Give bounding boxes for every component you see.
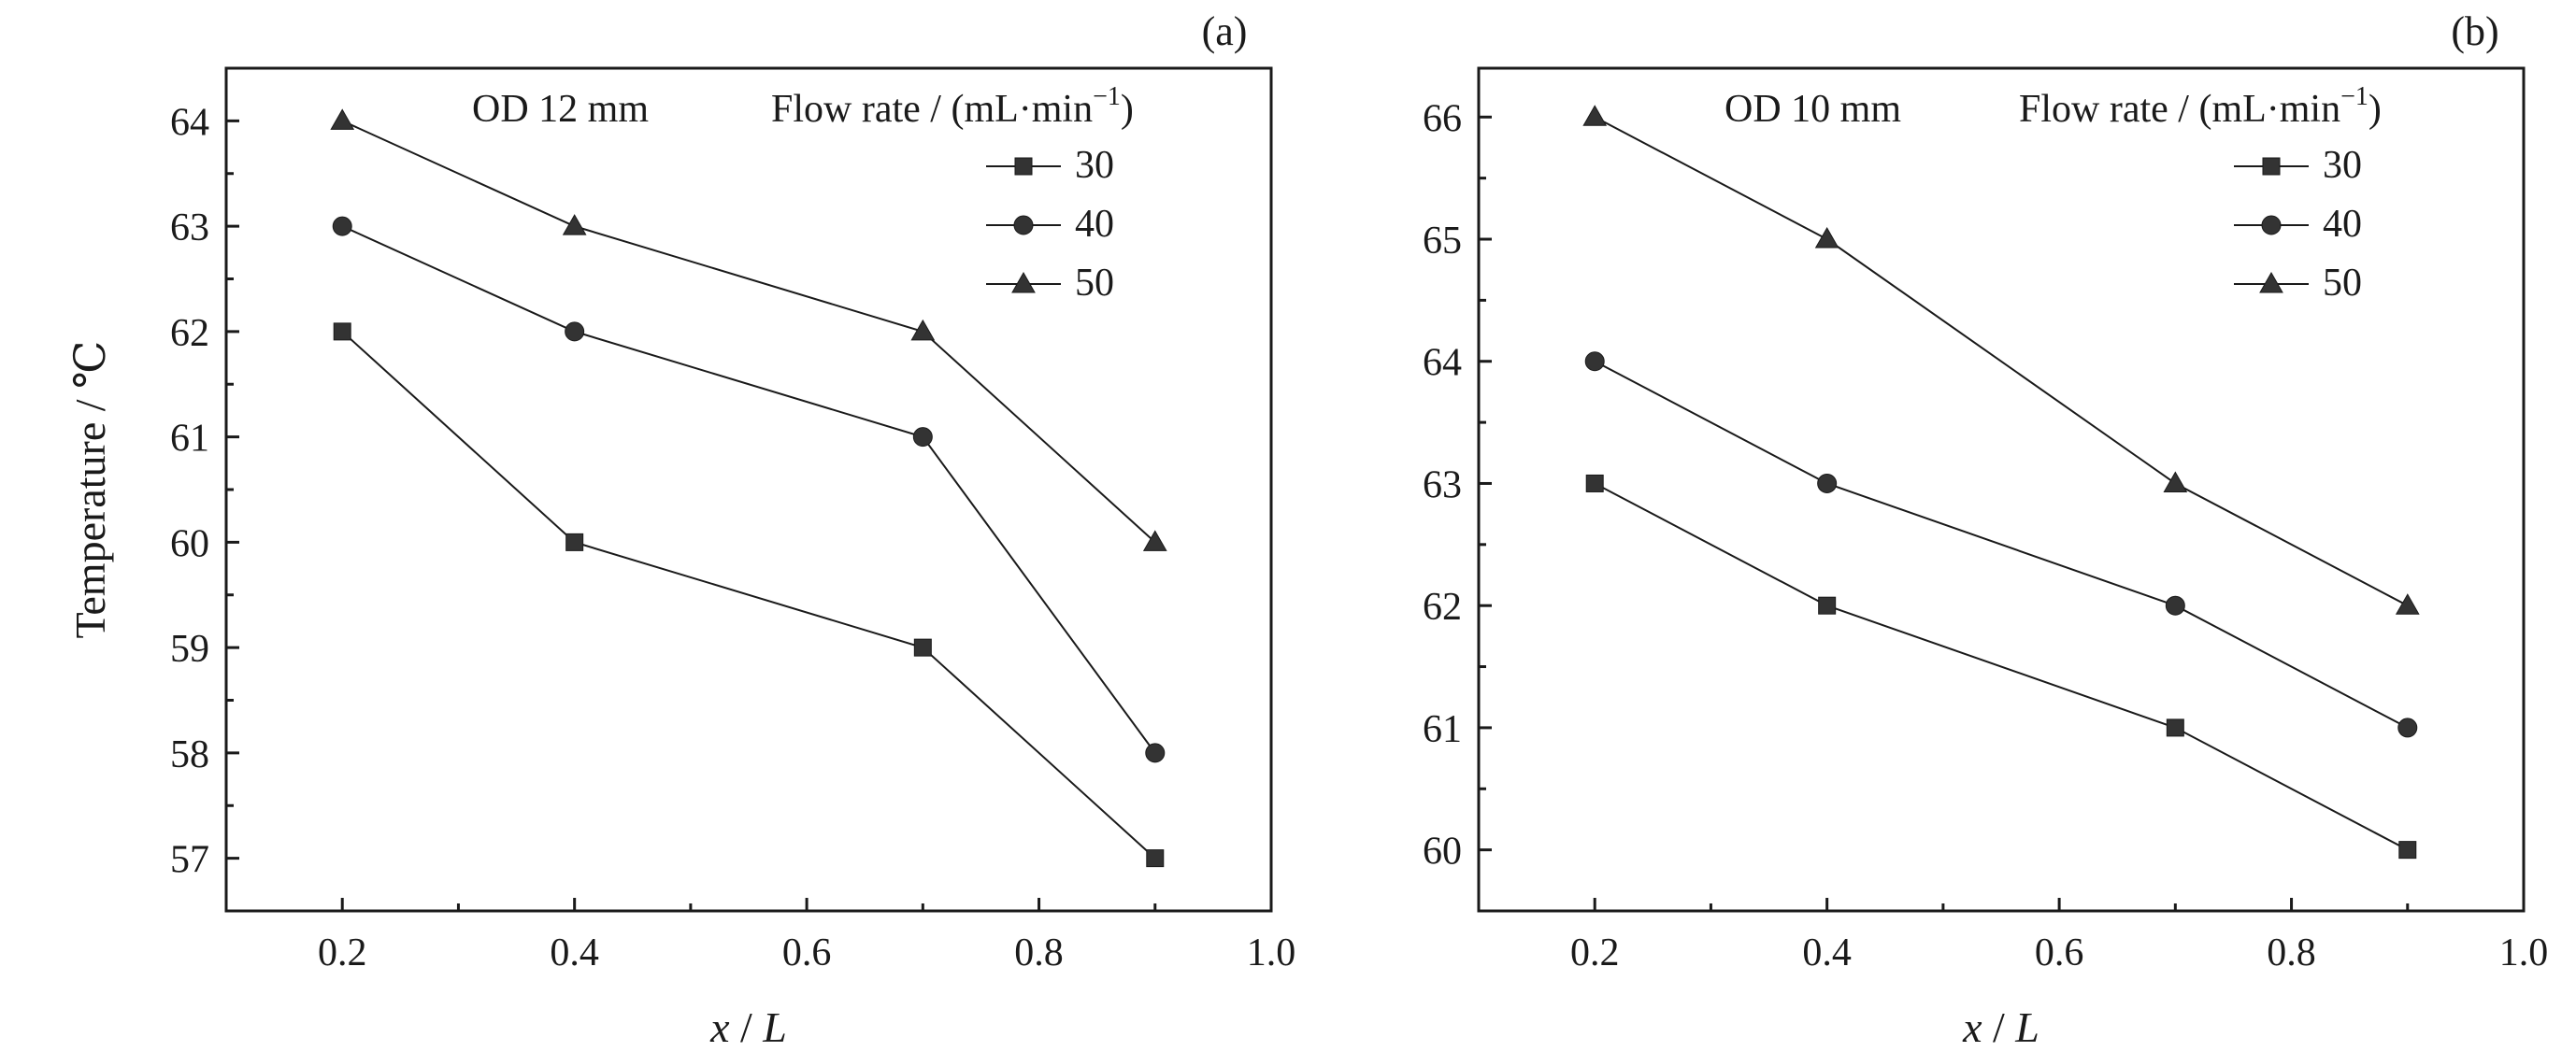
b-x-tick-label: 0.4	[1802, 931, 1852, 974]
a-legend-title: Flow rate / (mL·min−1)	[771, 82, 1134, 131]
a-y-axis-label: Temperature / ℃	[66, 341, 114, 639]
b-series-50-point	[1814, 227, 1839, 249]
a-legend-marker-30	[1014, 157, 1033, 176]
a-y-tick-label: 62	[170, 312, 209, 355]
a-series-30-point	[1146, 849, 1165, 868]
b-series-40-line	[1594, 360, 2409, 729]
a-series-30-point	[565, 533, 584, 551]
b-series-30-point	[2398, 841, 2417, 860]
b-legend-title: Flow rate / (mL·min−1)	[2019, 82, 2382, 131]
a-x-tick-label: 0.4	[550, 931, 599, 974]
a-legend-marker-40	[1013, 215, 1034, 235]
a-series-30-point	[333, 322, 351, 341]
a-y-tick-label: 57	[170, 839, 209, 882]
b-y-tick-label: 63	[1423, 463, 1462, 506]
a-x-tick-label: 0.8	[1014, 931, 1064, 974]
a-series-50-point	[1142, 530, 1167, 551]
b-legend-label-40: 40	[2323, 203, 2362, 246]
a-y-tick-label: 59	[170, 628, 209, 671]
a-series-40-point	[912, 427, 933, 448]
b-x-tick-label: 0.8	[2267, 931, 2316, 974]
a-y-tick-label: 63	[170, 206, 209, 249]
a-y-tick-label: 64	[170, 101, 209, 144]
a-legend-label-40: 40	[1075, 203, 1114, 246]
a-legend-label-50: 50	[1075, 262, 1114, 305]
b-y-tick-label: 66	[1423, 97, 1462, 140]
b-legend-label-50: 50	[2323, 262, 2362, 305]
a-series-30-line	[341, 331, 1156, 860]
b-y-tick-label: 64	[1423, 342, 1462, 385]
b-y-tick-label: 62	[1423, 586, 1462, 629]
b-od-annotation: OD 10 mm	[1724, 88, 1901, 131]
a-series-40-point	[1145, 743, 1166, 763]
b-series-50-point	[2163, 471, 2188, 492]
a-y-tick-label: 58	[170, 733, 209, 776]
a-od-annotation: OD 12 mm	[472, 88, 649, 131]
a-x-axis-label: x / L	[709, 1003, 787, 1051]
a-y-tick-label: 61	[170, 418, 209, 461]
a-series-50-point	[910, 319, 936, 341]
b-legend-marker-30	[2262, 157, 2281, 176]
b-series-30-point	[1585, 474, 1604, 492]
b-y-tick-label: 60	[1423, 831, 1462, 874]
b-y-tick-label: 65	[1423, 220, 1462, 263]
a-x-tick-label: 1.0	[1247, 931, 1296, 974]
b-series-30-point	[2166, 718, 2184, 737]
a-legend-label-30: 30	[1075, 144, 1114, 187]
a-series-40-point	[332, 216, 352, 236]
b-series-40-point	[1817, 473, 1838, 493]
b-series-50-point	[1582, 105, 1608, 126]
panel-b: 0.2 0.4 0.6 0.8 1.0 60 61 62 63 64 65 66 x / L (b) OD …	[1423, 8, 2548, 1051]
a-panel-label: (a)	[1202, 8, 1248, 54]
a-x-tick-label: 0.6	[782, 931, 832, 974]
a-x-tick-label: 0.2	[318, 931, 367, 974]
b-legend-label-30: 30	[2323, 144, 2362, 187]
a-plot-frame	[224, 66, 1273, 913]
a-legend-marker-50	[1011, 271, 1036, 293]
b-legend-marker-40	[2261, 215, 2282, 235]
b-y-tick-label: 61	[1423, 708, 1462, 751]
b-plot-frame	[1477, 66, 2526, 913]
b-x-tick-label: 0.6	[2035, 931, 2084, 974]
a-series-50-line	[341, 120, 1156, 544]
a-series-40-line	[341, 225, 1156, 754]
b-x-axis-label: x / L	[1962, 1003, 2039, 1051]
b-series-30-line	[1594, 482, 2409, 851]
b-series-40-point	[1584, 351, 1605, 372]
b-series-40-point	[2397, 718, 2418, 738]
b-series-30-point	[1818, 596, 1837, 615]
a-series-30-point	[913, 638, 932, 657]
a-series-50-point	[562, 214, 587, 235]
a-series-50-point	[330, 108, 355, 130]
b-legend-marker-50	[2259, 271, 2283, 293]
b-x-tick-label: 0.2	[1570, 931, 1620, 974]
b-panel-label: (b)	[2451, 8, 2498, 54]
panel-a: 0.2 0.4 0.6 0.8 1.0 57 58 59 60 61 62 63 64 x / L Temp…	[66, 8, 1295, 1051]
b-series-50-point	[2395, 593, 2420, 615]
a-y-tick-label: 60	[170, 522, 209, 565]
b-series-50-line	[1594, 116, 2409, 607]
a-series-40-point	[565, 321, 585, 342]
b-series-40-point	[2165, 595, 2185, 616]
b-x-tick-label: 1.0	[2499, 931, 2549, 974]
